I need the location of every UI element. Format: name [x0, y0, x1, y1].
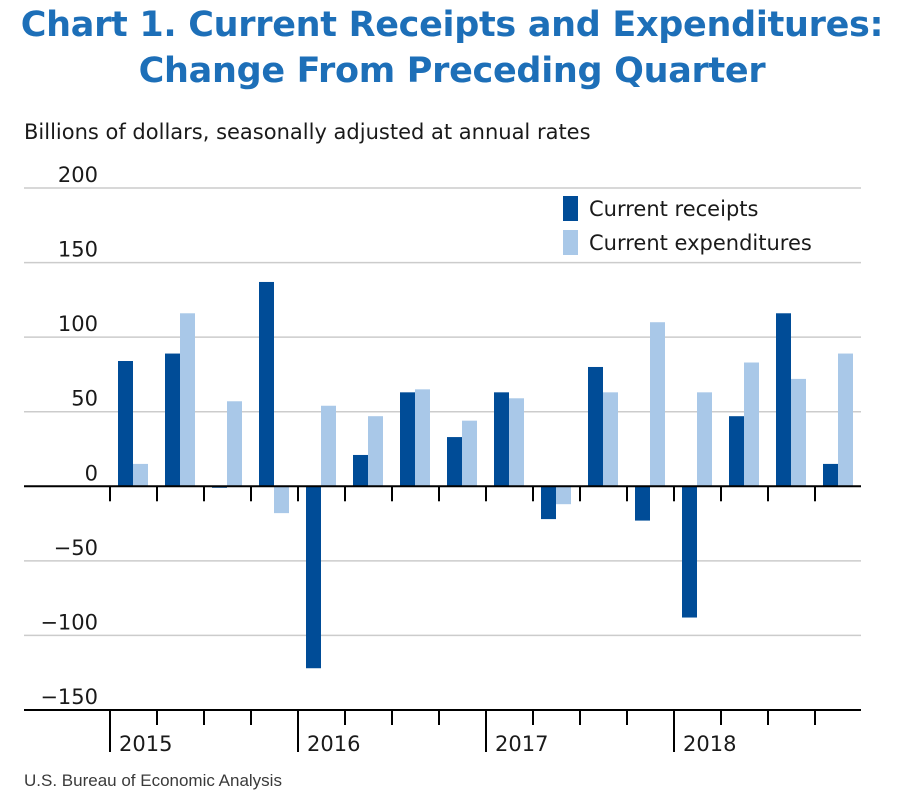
y-tick-label: 200: [58, 163, 98, 187]
bar-current-receipts: [541, 486, 556, 520]
gridlines: [24, 187, 861, 637]
bar-current-expenditures: [509, 398, 524, 487]
bar-current-expenditures: [556, 486, 571, 505]
bar-current-expenditures: [650, 322, 665, 487]
bar-current-receipts: [118, 361, 133, 487]
y-tick-label: −100: [40, 610, 98, 634]
bar-current-expenditures: [603, 392, 618, 487]
bar-current-expenditures: [321, 405, 336, 487]
bar-current-receipts: [306, 486, 321, 669]
y-axis-unit-label: Billions of dollars, seasonally adjusted…: [24, 120, 591, 144]
y-tick-label: −50: [54, 536, 98, 560]
bar-current-expenditures: [838, 353, 853, 487]
bar-current-expenditures: [462, 420, 477, 487]
chart-title: Chart 1. Current Receipts and Expenditur…: [0, 2, 904, 94]
chart-title-line-2: Change From Preceding Quarter: [138, 51, 766, 91]
chart-title-line-1: Chart 1. Current Receipts and Expenditur…: [20, 5, 884, 45]
source-note: U.S. Bureau of Economic Analysis: [24, 771, 282, 790]
legend-label: Current expenditures: [589, 231, 812, 255]
bar-current-expenditures: [744, 362, 759, 487]
legend-label: Current receipts: [589, 197, 758, 221]
bar-current-receipts: [447, 437, 462, 487]
bar-current-expenditures: [180, 313, 195, 487]
legend-swatch: [563, 230, 578, 255]
legend-swatch: [563, 196, 578, 221]
bar-current-receipts: [635, 486, 650, 521]
bar-current-expenditures: [133, 463, 148, 487]
year-label: 2015: [119, 732, 172, 756]
bar-current-receipts: [823, 463, 838, 487]
y-tick-label: 100: [58, 312, 98, 336]
bar-current-receipts: [776, 313, 791, 487]
legend: Current receipts Current expenditures: [563, 196, 812, 255]
bar-current-expenditures: [415, 389, 430, 487]
bar-current-expenditures: [697, 392, 712, 487]
bar-current-expenditures: [368, 416, 383, 487]
bar-current-expenditures: [791, 378, 806, 487]
bars: [118, 281, 853, 669]
bar-current-receipts: [494, 392, 509, 487]
bar-current-receipts: [353, 454, 368, 487]
bar-current-receipts: [682, 486, 697, 618]
bar-current-expenditures: [274, 486, 289, 514]
bar-current-expenditures: [227, 401, 242, 487]
bar-current-receipts: [588, 366, 603, 487]
year-label: 2018: [683, 732, 736, 756]
y-tick-label: 150: [58, 238, 98, 262]
bar-current-receipts: [400, 392, 415, 487]
bar-current-receipts: [165, 353, 180, 487]
bar-current-receipts: [729, 416, 744, 487]
axes: 200 150 100 50 0 −50 −100 −150 2015 2016 2017 2018: [24, 163, 861, 756]
year-label: 2016: [307, 732, 360, 756]
y-tick-label: −150: [40, 685, 98, 709]
year-label: 2017: [495, 732, 548, 756]
y-tick-label: 50: [71, 387, 98, 411]
y-tick-label: 0: [85, 461, 98, 485]
bar-current-receipts: [259, 281, 274, 487]
